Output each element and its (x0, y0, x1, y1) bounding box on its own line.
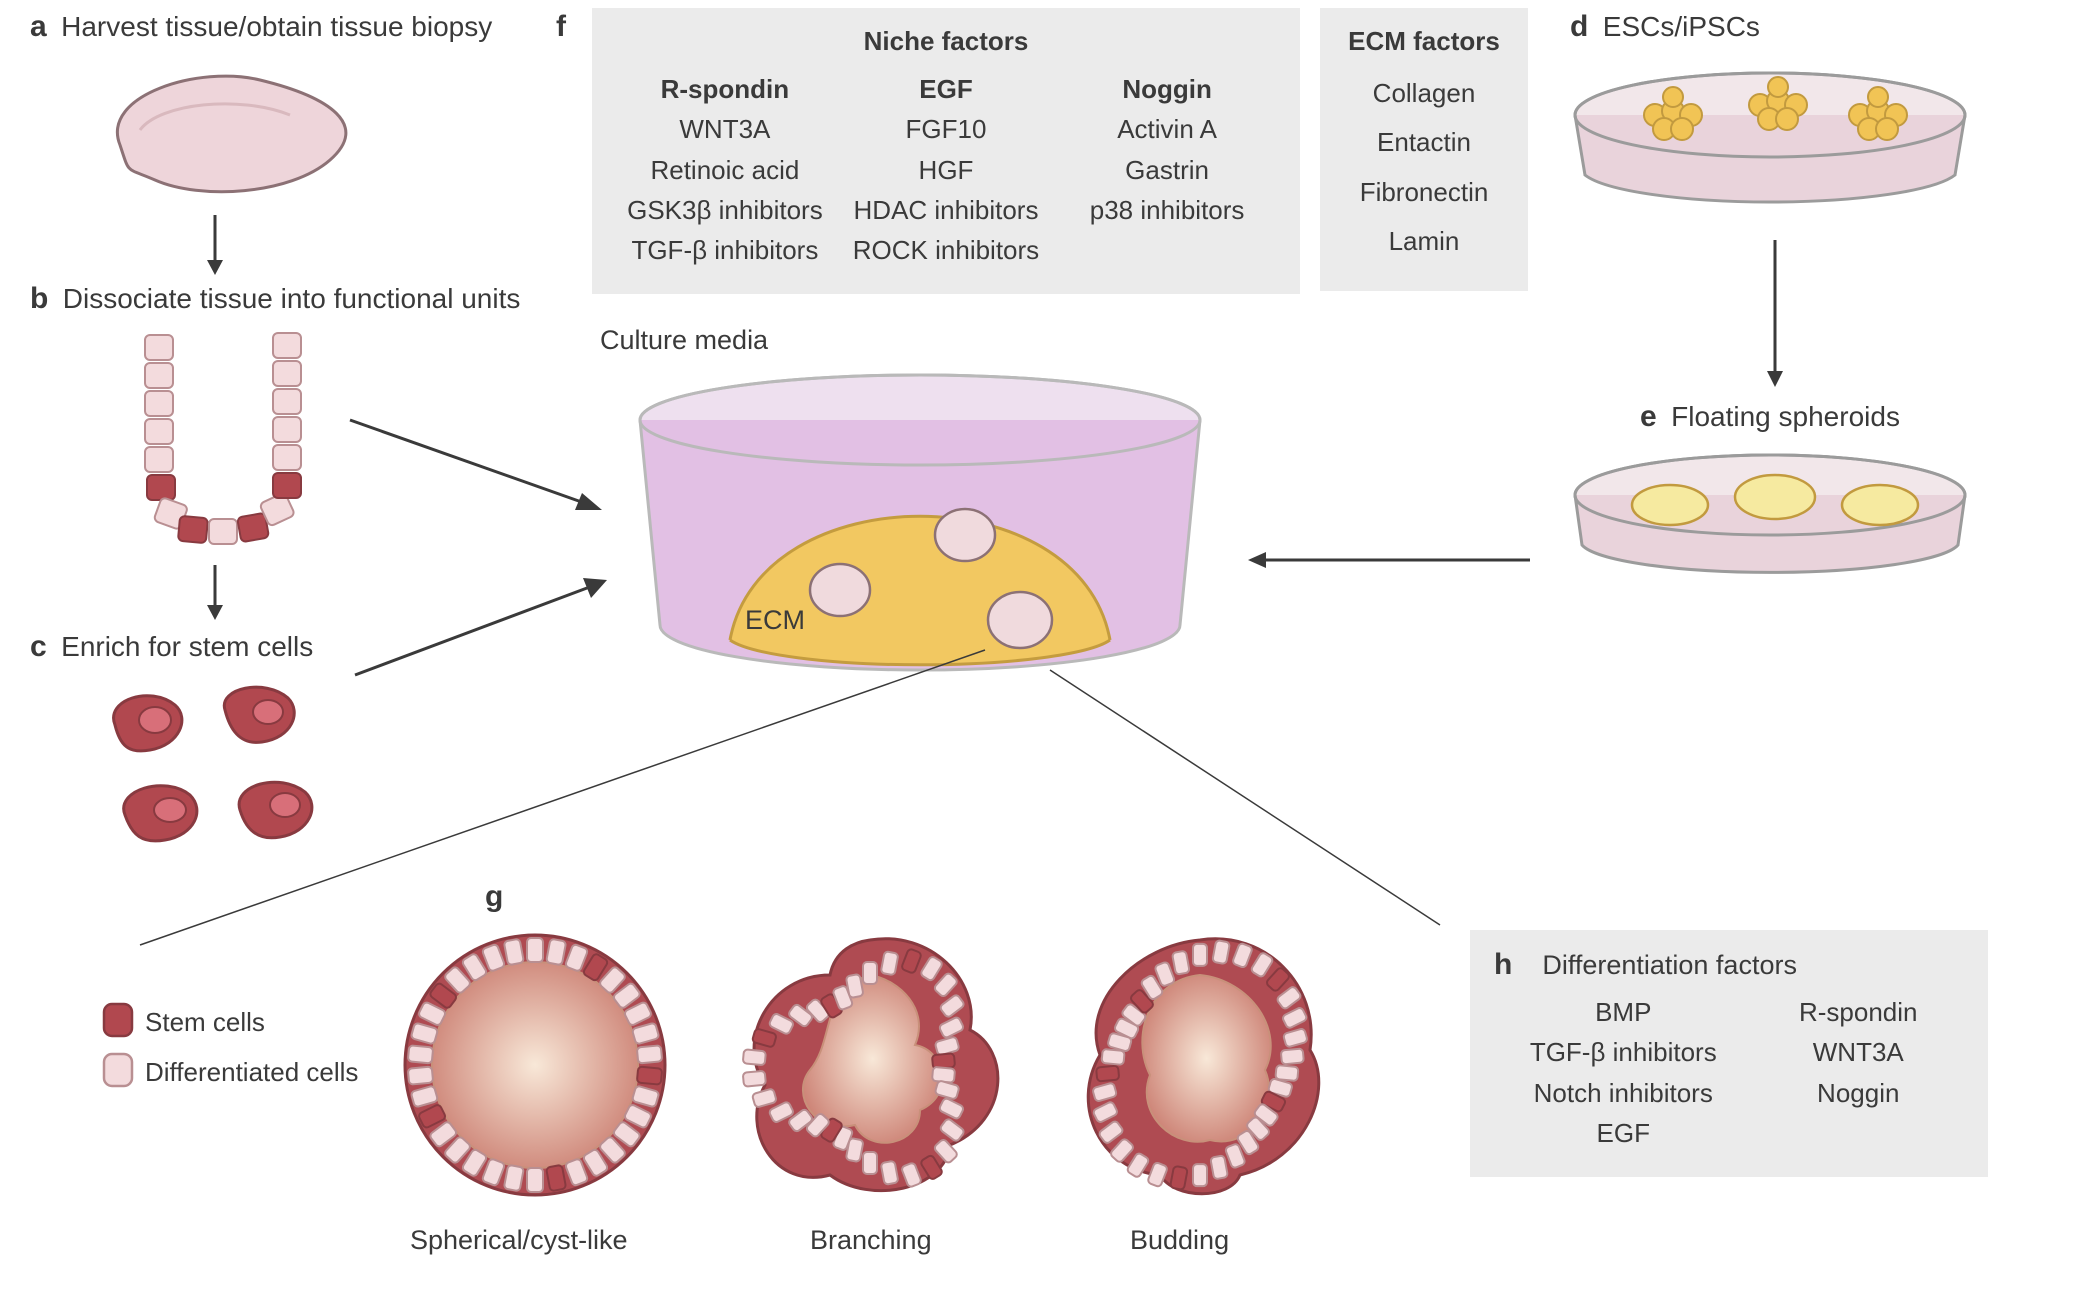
niche-col1-0: WNT3A (616, 109, 834, 149)
niche-col2-3: ROCK inhibitors (837, 230, 1055, 270)
ipsc-dish-icon (1560, 60, 1980, 230)
niche-col1-1: Retinoic acid (616, 150, 834, 190)
culture-media-label: Culture media (600, 325, 768, 356)
g3-caption: Budding (1130, 1225, 1229, 1256)
tissue-biopsy-icon (80, 55, 380, 205)
ecm-label: ECM (745, 605, 805, 636)
diff-factors-box: h Differentiation factors BMP TGF-β inhi… (1470, 930, 1988, 1177)
niche-factors-box: Niche factors R-spondin WNT3A Retinoic a… (592, 8, 1300, 294)
niche-col1-2: GSK3β inhibitors (616, 190, 834, 230)
ecm-3: Lamin (1344, 217, 1504, 266)
panel-e-letter: e (1640, 400, 1657, 433)
panel-a-label: a Harvest tissue/obtain tissue biopsy (30, 10, 492, 44)
panel-a-letter: a (30, 10, 47, 43)
crypt-icon (105, 325, 325, 555)
diff-col1-3: EGF (1494, 1113, 1753, 1153)
panel-g-letter: g (485, 880, 503, 913)
g2-caption: Branching (810, 1225, 932, 1256)
diff-col1-2: Notch inhibitors (1494, 1073, 1753, 1113)
ecm-1: Entactin (1344, 118, 1504, 167)
arrow-d-to-e (1760, 235, 1790, 395)
ecm-header: ECM factors (1344, 26, 1504, 57)
panel-e-title: Floating spheroids (1671, 401, 1900, 432)
ecm-0: Collagen (1344, 69, 1504, 118)
panel-f-label: f (556, 10, 566, 44)
niche-col1-header: R-spondin (616, 69, 834, 109)
organoid-spherical-icon (390, 920, 680, 1210)
arrow-e-to-dish (1230, 545, 1540, 575)
panel-d-label: d ESCs/iPSCs (1570, 10, 1760, 44)
legend-diff-swatch (100, 1050, 136, 1090)
panel-a-title: Harvest tissue/obtain tissue biopsy (61, 11, 492, 42)
ecm-2: Fibronectin (1344, 168, 1504, 217)
panel-h-title: Differentiation factors (1542, 950, 1797, 981)
g1-caption: Spherical/cyst-like (410, 1225, 628, 1256)
legend-stem-label: Stem cells (145, 1007, 265, 1038)
diff-col2-0: R-spondin (1753, 992, 1965, 1032)
niche-header: Niche factors (616, 26, 1276, 57)
panel-c-letter: c (30, 630, 47, 663)
arrow-b-to-dish (340, 410, 620, 530)
niche-col3-0: Activin A (1058, 109, 1276, 149)
panel-g-label: g (485, 880, 503, 914)
panel-b-label: b Dissociate tissue into functional unit… (30, 282, 520, 316)
panel-d-letter: d (1570, 10, 1588, 43)
panel-e-label: e Floating spheroids (1640, 400, 1900, 434)
niche-col2-0: FGF10 (837, 109, 1055, 149)
diff-col2-1: WNT3A (1753, 1032, 1965, 1072)
organoid-budding-icon (1055, 920, 1345, 1210)
legend-stem-swatch (100, 1000, 136, 1040)
arrow-a-to-b (200, 210, 230, 280)
niche-col3-header: Noggin (1058, 69, 1276, 109)
diff-col1-1: TGF-β inhibitors (1494, 1032, 1753, 1072)
niche-col2-header: EGF (837, 69, 1055, 109)
spheroid-dish-icon (1560, 445, 1980, 595)
panel-b-title: Dissociate tissue into functional units (63, 283, 521, 314)
panel-b-letter: b (30, 282, 48, 315)
panel-f-letter: f (556, 10, 566, 43)
panel-h-letter: h (1494, 948, 1512, 982)
legend-diff-label: Differentiated cells (145, 1057, 358, 1088)
diff-col1-0: BMP (1494, 992, 1753, 1032)
niche-col1-3: TGF-β inhibitors (616, 230, 834, 270)
arrow-b-to-c (200, 560, 230, 625)
ecm-factors-box: ECM factors Collagen Entactin Fibronecti… (1320, 8, 1528, 291)
panel-d-title: ESCs/iPSCs (1603, 11, 1760, 42)
diff-col2-2: Noggin (1753, 1073, 1965, 1113)
niche-col2-2: HDAC inhibitors (837, 190, 1055, 230)
niche-col3-2: p38 inhibitors (1058, 190, 1276, 230)
zoom-lines (130, 645, 1450, 955)
niche-col3-1: Gastrin (1058, 150, 1276, 190)
organoid-branching-icon (720, 920, 1020, 1210)
niche-col2-1: HGF (837, 150, 1055, 190)
